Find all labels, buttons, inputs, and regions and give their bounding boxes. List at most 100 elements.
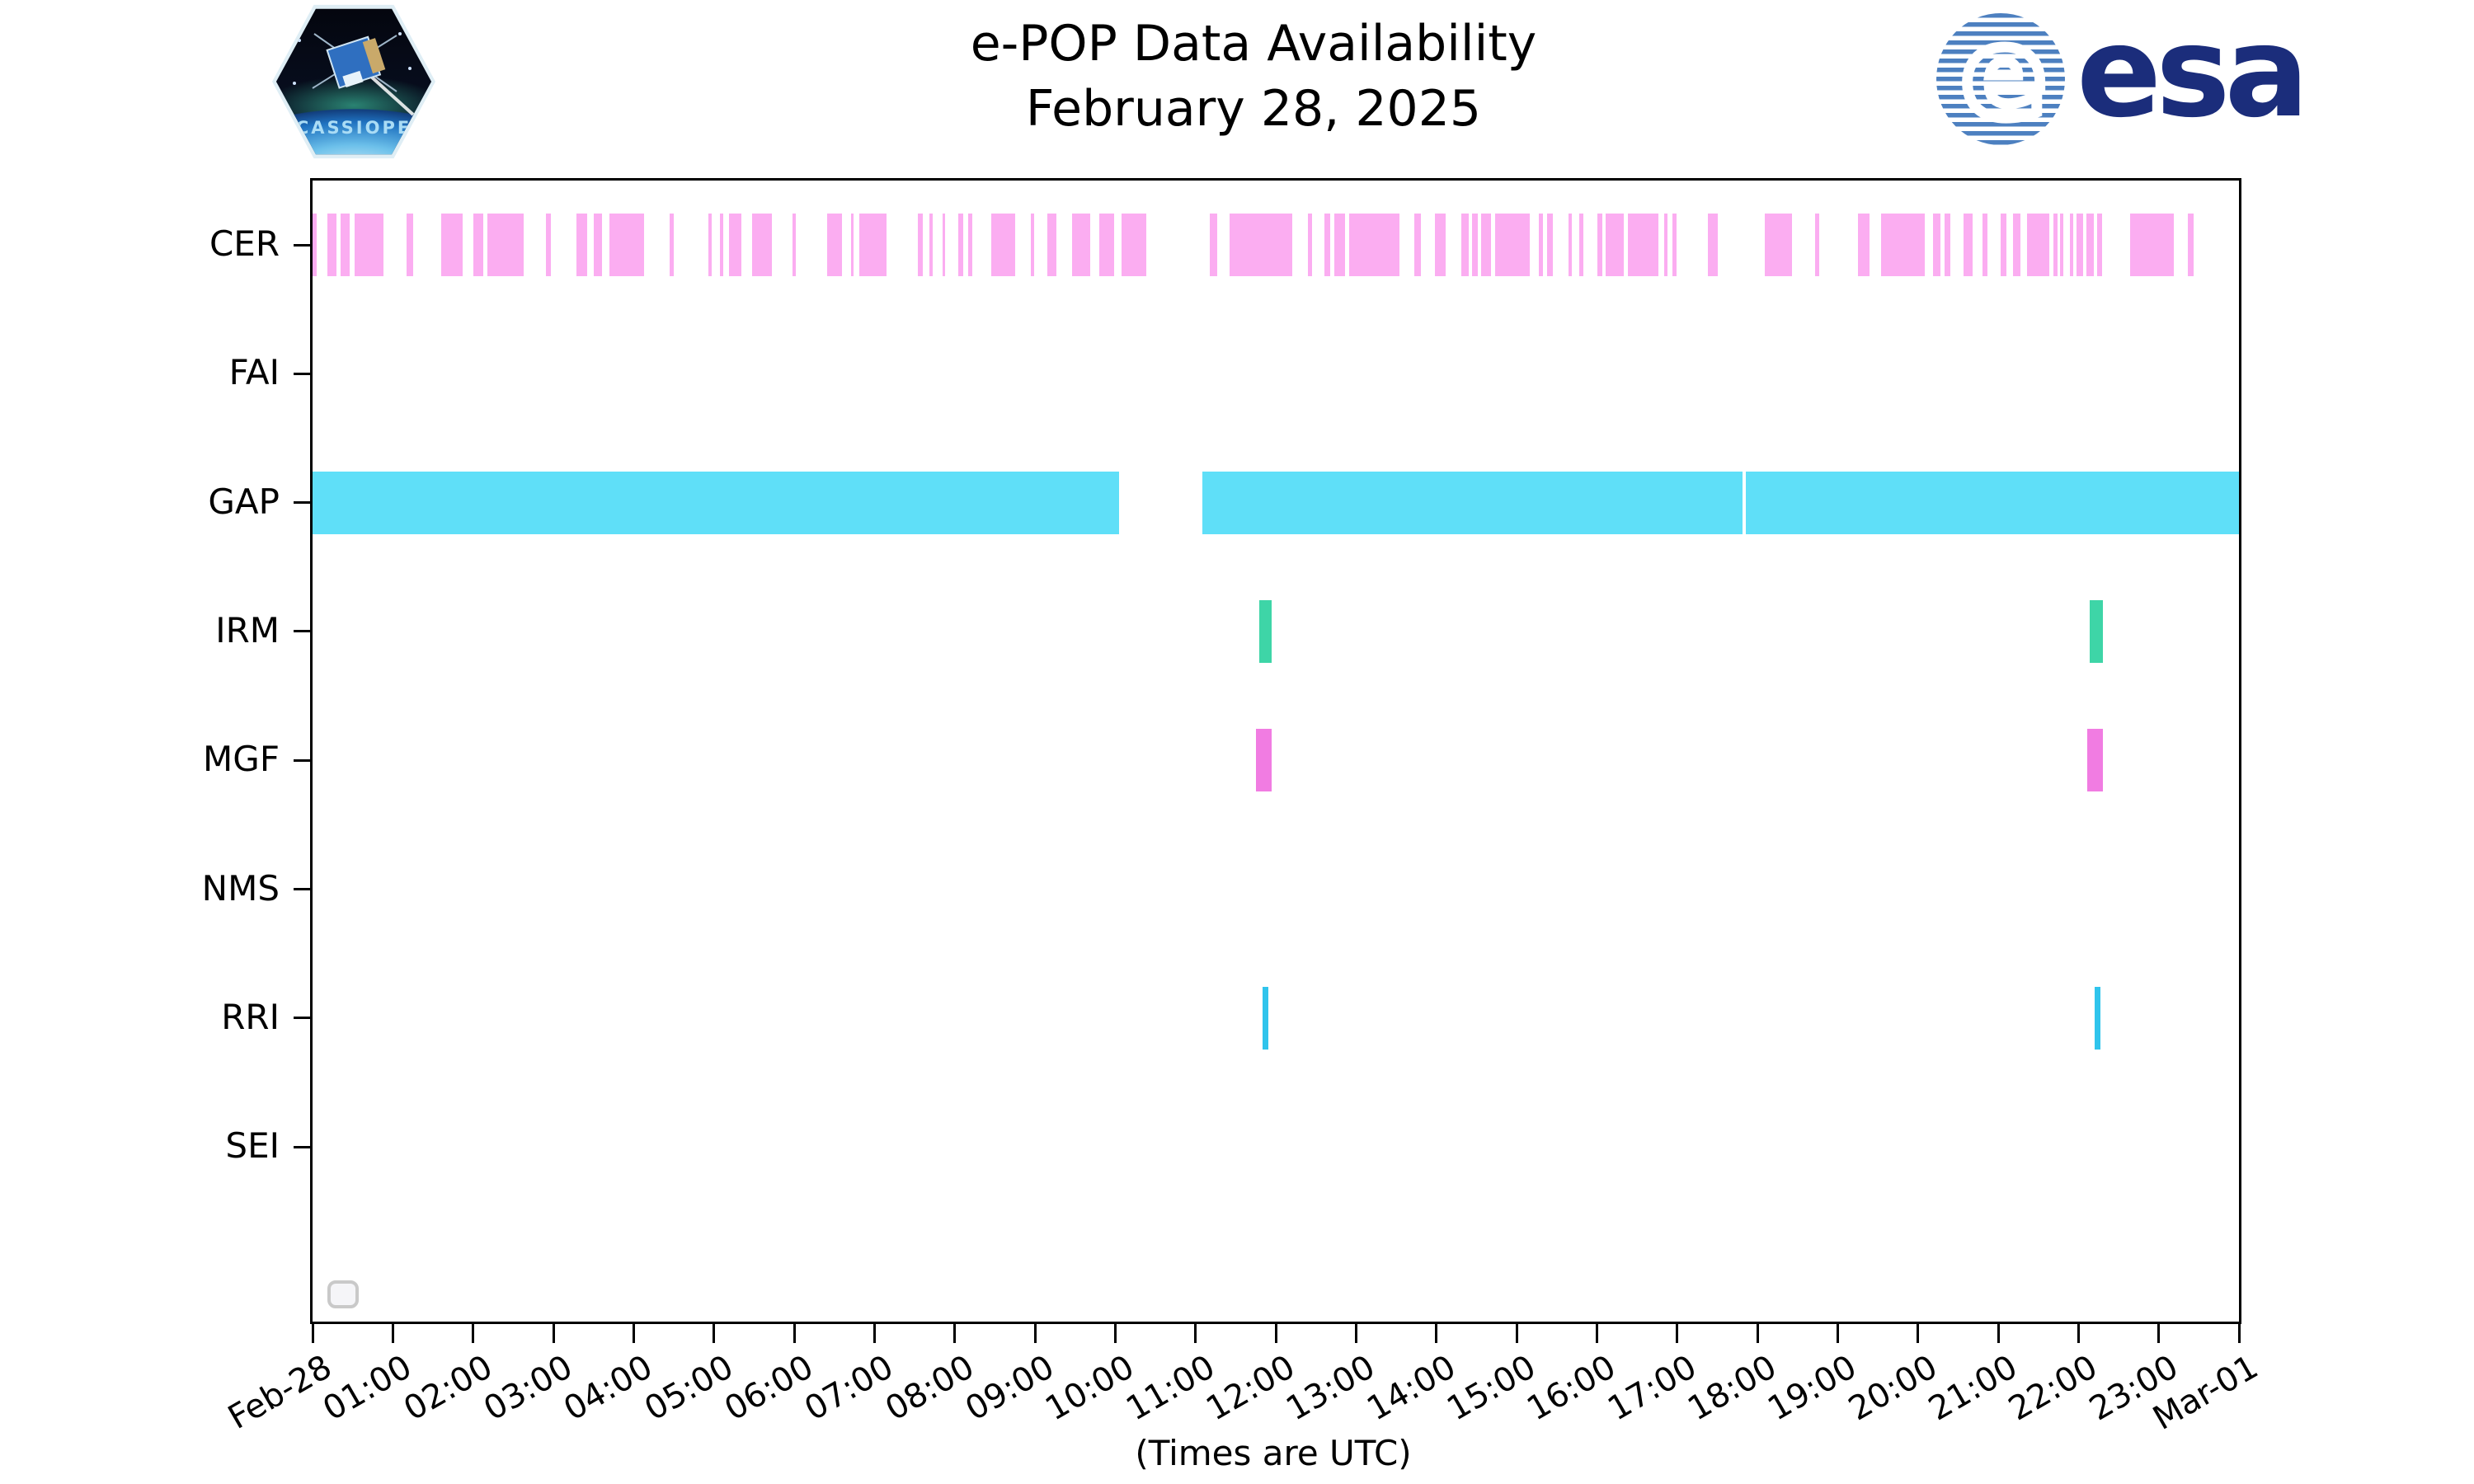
x-tick	[1676, 1322, 1679, 1343]
x-tick-label-12:00: 12:00	[1200, 1348, 1301, 1429]
x-tick	[872, 1322, 876, 1343]
availability-bar-CER	[1578, 214, 1583, 276]
availability-bar-CER	[1664, 214, 1667, 276]
x-tick-label-16:00: 16:00	[1521, 1348, 1623, 1429]
availability-bar-CER	[2027, 214, 2050, 276]
x-tick-label-22:00: 22:00	[2002, 1348, 2105, 1429]
availability-bar-CER	[858, 214, 887, 276]
availability-bar-CER	[327, 214, 337, 276]
chart-title: e-POP Data Availability	[970, 15, 1537, 73]
esa-wordmark: esa	[2077, 0, 2309, 145]
availability-bar-CER	[1606, 214, 1625, 276]
availability-plot-area: CER FAI GAP IRM MGF NMS RRI SEI Feb-28 01:00 02:00…	[202, 178, 2265, 1438]
row-label-IRM: IRM	[215, 609, 280, 650]
availability-bar-CER	[1031, 214, 1035, 276]
availability-bar-CER	[2012, 214, 2021, 276]
availability-bar-CER	[1964, 214, 1973, 276]
availability-bar-IRM	[2089, 599, 2104, 663]
availability-bar-CER	[991, 214, 1015, 276]
x-tick-label-08:00: 08:00	[878, 1348, 981, 1429]
availability-bar-CER	[729, 214, 741, 276]
availability-bar-CER	[1324, 214, 1331, 276]
x-tick-label-02:00: 02:00	[397, 1348, 499, 1429]
x-tick-label-03:00: 03:00	[477, 1348, 579, 1429]
availability-bar-CER	[957, 214, 964, 276]
availability-bar-CER	[1569, 214, 1573, 276]
availability-bar-CER	[609, 214, 644, 276]
availability-bar-CER	[2129, 214, 2175, 276]
availability-bar-CER	[851, 214, 854, 276]
star-dot	[298, 39, 301, 42]
x-tick-label-04:00: 04:00	[557, 1348, 660, 1429]
cassiope-hexagon-space-scene: CASSIOPE	[275, 8, 432, 155]
y-tick-IRM	[294, 630, 310, 633]
x-tick-label-09:00: 09:00	[959, 1348, 1061, 1429]
availability-bar-CER	[670, 214, 674, 276]
availability-bar-CER	[708, 214, 712, 276]
availability-bar-CER	[440, 214, 463, 276]
empty-legend-box	[327, 1280, 359, 1308]
chart-subtitle: February 28, 2025	[1025, 80, 1482, 139]
availability-bar-CER	[1307, 214, 1312, 276]
availability-bar-GAP	[313, 471, 1120, 534]
availability-bar-CER	[1434, 214, 1446, 276]
availability-bar-CER	[1210, 214, 1217, 276]
availability-bar-CER	[406, 214, 413, 276]
x-tick	[1515, 1322, 1518, 1343]
x-tick	[1435, 1322, 1438, 1343]
availability-bar-CER	[1707, 214, 1719, 276]
x-tick-label-18:00: 18:00	[1681, 1348, 1783, 1429]
availability-bar-CER	[1933, 214, 1940, 276]
y-tick-SEI	[294, 1145, 310, 1148]
x-tick-label-01:00: 01:00	[317, 1348, 419, 1429]
x-tick-label-15:00: 15:00	[1441, 1348, 1542, 1429]
availability-bar-CER	[1098, 214, 1115, 276]
y-tick-FAI	[294, 372, 310, 375]
availability-bar-CER	[1494, 214, 1530, 276]
availability-bar-CER	[313, 214, 317, 276]
x-tick-label-20:00: 20:00	[1841, 1348, 1944, 1429]
availability-bar-CER	[720, 214, 724, 276]
availability-bar-CER	[1880, 214, 1926, 276]
x-tick-label-10:00: 10:00	[1039, 1348, 1141, 1429]
x-tick	[793, 1322, 796, 1343]
availability-bar-GAP	[1746, 471, 2239, 534]
x-tick	[2237, 1322, 2241, 1343]
availability-bar-CER	[1764, 214, 1792, 276]
x-tick	[391, 1322, 394, 1343]
x-axis-caption: (Times are UTC)	[1135, 1433, 1412, 1473]
availability-bar-CER	[929, 214, 934, 276]
availability-bar-CER	[917, 214, 923, 276]
x-tick	[1274, 1322, 1277, 1343]
availability-bar-RRI	[2094, 986, 2100, 1050]
availability-bar-CER	[1472, 214, 1479, 276]
x-tick	[1836, 1322, 1839, 1343]
availability-bar-CER	[2059, 214, 2063, 276]
availability-bar-CER	[1047, 214, 1057, 276]
availability-bar-CER	[2053, 214, 2058, 276]
availability-bar-CER	[943, 214, 946, 276]
cassiope-satellite-icon	[312, 33, 415, 116]
availability-bar-CER	[968, 214, 973, 276]
x-tick	[632, 1322, 635, 1343]
availability-bar-CER	[1815, 214, 1819, 276]
availability-bar-CER	[1348, 214, 1399, 276]
x-tick	[311, 1322, 314, 1343]
availability-bar-CER	[1071, 214, 1091, 276]
availability-bar-CER	[1334, 214, 1345, 276]
row-label-SEI: SEI	[225, 1125, 280, 1167]
y-tick-MGF	[294, 758, 310, 762]
esa-logo: e esa	[1936, 0, 2309, 145]
x-tick	[552, 1322, 555, 1343]
availability-bar-CER	[1597, 214, 1603, 276]
availability-bar-CER	[793, 214, 796, 276]
x-tick-label-07:00: 07:00	[798, 1348, 901, 1429]
esa-globe-letter: e	[1957, 13, 2052, 145]
x-tick-label-05:00: 05:00	[637, 1348, 740, 1429]
chart-title-block: e-POP Data Availability February 28, 202…	[726, 12, 1781, 142]
x-tick-label-21:00: 21:00	[1922, 1348, 2024, 1429]
availability-bar-MGF	[2087, 729, 2104, 792]
x-tick	[1917, 1322, 1920, 1343]
availability-bar-CER	[2000, 214, 2006, 276]
